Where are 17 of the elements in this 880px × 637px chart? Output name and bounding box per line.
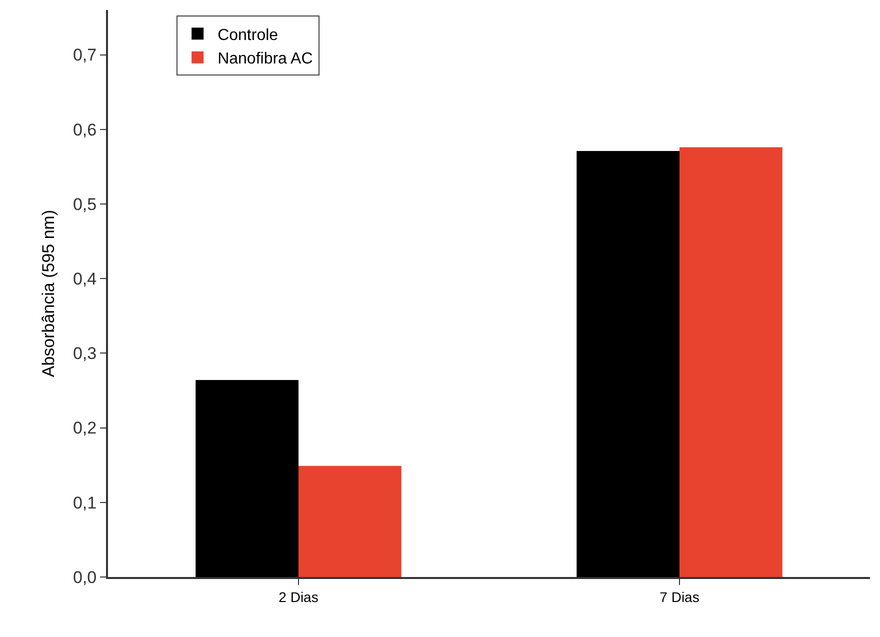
y-tick-label: 0,1 <box>72 493 97 512</box>
bar <box>576 151 680 577</box>
legend-label: Nanofibra AC <box>218 50 313 68</box>
x-tick-label: 7 Dias <box>660 588 700 605</box>
y-tick-label: 0,3 <box>72 344 97 364</box>
bar <box>680 147 782 577</box>
bar <box>196 380 298 577</box>
legend-label: Controle <box>218 26 278 44</box>
y-tick-label: 0,7 <box>72 46 97 65</box>
y-tick-label: 0,4 <box>72 270 97 289</box>
y-tick-label: 0,2 <box>72 418 97 438</box>
y-tick-label: 0,0 <box>72 568 97 587</box>
y-axis-title: Absorbância (595 nm) <box>39 210 58 378</box>
x-tick-label: 2 Dias <box>278 588 318 605</box>
bar <box>298 466 402 577</box>
y-tick-label: 0,5 <box>72 194 97 214</box>
y-tick-label: 0,6 <box>72 120 97 140</box>
